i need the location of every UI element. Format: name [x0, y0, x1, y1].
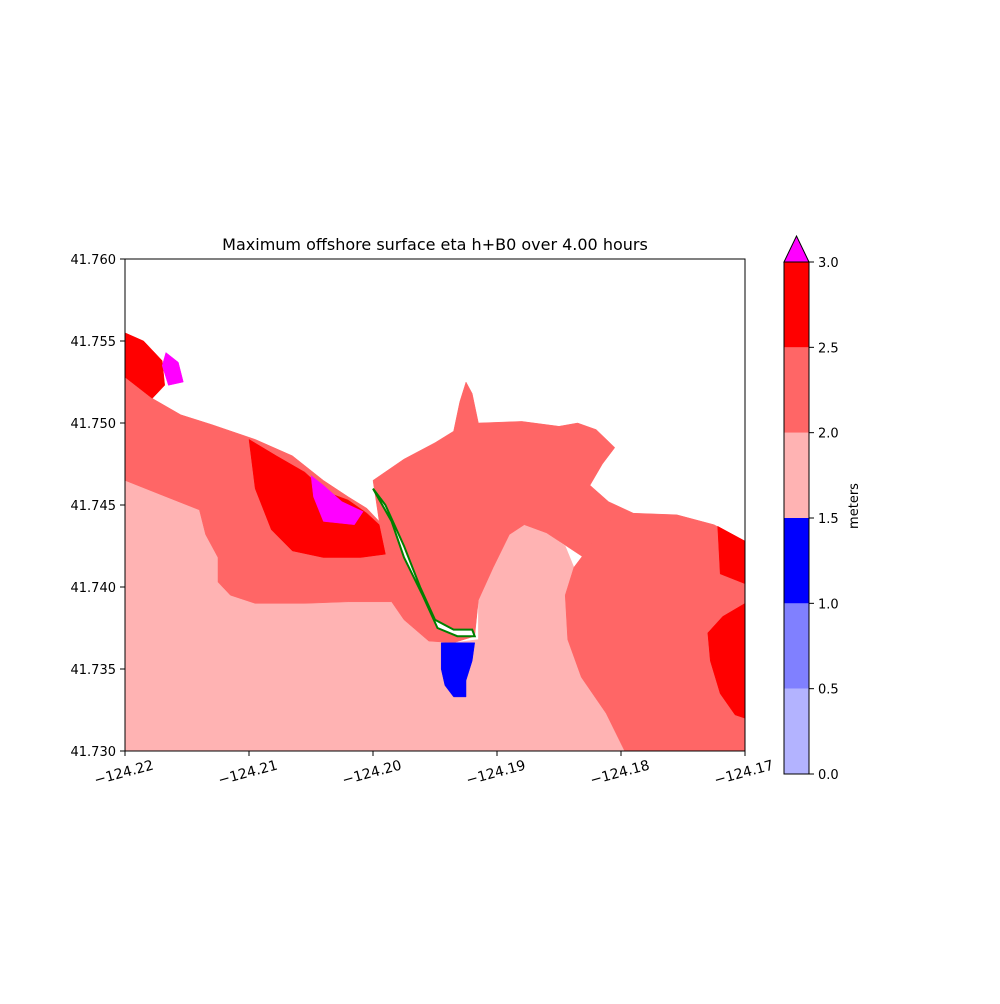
y-axis: 41.730 41.735 41.740 41.745 41.750 41.755 41.7… [71, 253, 125, 760]
y-tick-label: 41.760 [71, 253, 117, 268]
colorbar-segment [784, 432, 809, 518]
colorbar-segment [784, 603, 809, 689]
x-tick-label: −124.21 [217, 758, 280, 789]
region-high-band-2.5-3.0-northwest [125, 332, 165, 399]
colorbar: 0.0 0.5 1.0 1.5 2.0 2.5 3.0 [783, 234, 839, 783]
colorbar-segment [784, 347, 809, 433]
y-tick-label: 41.735 [71, 663, 117, 678]
colorbar-segment [784, 262, 809, 348]
colorbar-segment [784, 518, 809, 604]
region-high-band-2.5-3.0-east-lower [707, 603, 745, 719]
region-offshore-band-2.0-2.5-east [564, 512, 745, 751]
x-axis: −124.22 −124.21 −124.20 −124.19 −124.18 −124.… [93, 751, 776, 789]
colorbar-extend-arrow [783, 234, 810, 263]
x-tick-label: −124.22 [93, 758, 156, 789]
x-tick-label: −124.19 [465, 758, 528, 789]
x-tick-label: −124.20 [341, 758, 404, 789]
map-regions [125, 332, 745, 751]
colorbar-tick-label: 3.0 [818, 256, 839, 271]
chart-title: Maximum offshore surface eta h+B0 over 4… [222, 235, 648, 254]
colorbar-tick-label: 1.0 [818, 597, 839, 612]
shoreline-land-spit [372, 487, 477, 638]
shoreline-contours [372, 487, 477, 638]
y-tick-label: 41.750 [71, 417, 117, 432]
colorbar-segment [784, 688, 809, 774]
y-tick-label: 41.745 [71, 499, 117, 514]
region-band-1.0-1.5-channel [440, 642, 475, 698]
x-tick-label: −124.17 [713, 758, 776, 789]
colorbar-label: meters [847, 483, 862, 529]
colorbar-tick-label: 1.5 [818, 512, 839, 527]
x-tick-label: −124.18 [589, 758, 652, 789]
colorbar-tick-label: 2.0 [818, 427, 839, 442]
y-tick-label: 41.740 [71, 581, 117, 596]
colorbar-tick-label: 2.5 [818, 341, 839, 356]
region-over-3.0-central [310, 474, 364, 525]
region-high-band-2.5-3.0-east-upper [717, 525, 745, 584]
colorbar-tick-label: 0.0 [818, 768, 839, 783]
colorbar-tick-label: 0.5 [818, 683, 839, 698]
y-tick-label: 41.730 [71, 745, 117, 760]
y-tick-label: 41.755 [71, 335, 117, 350]
region-over-3.0-northwest [161, 352, 184, 386]
